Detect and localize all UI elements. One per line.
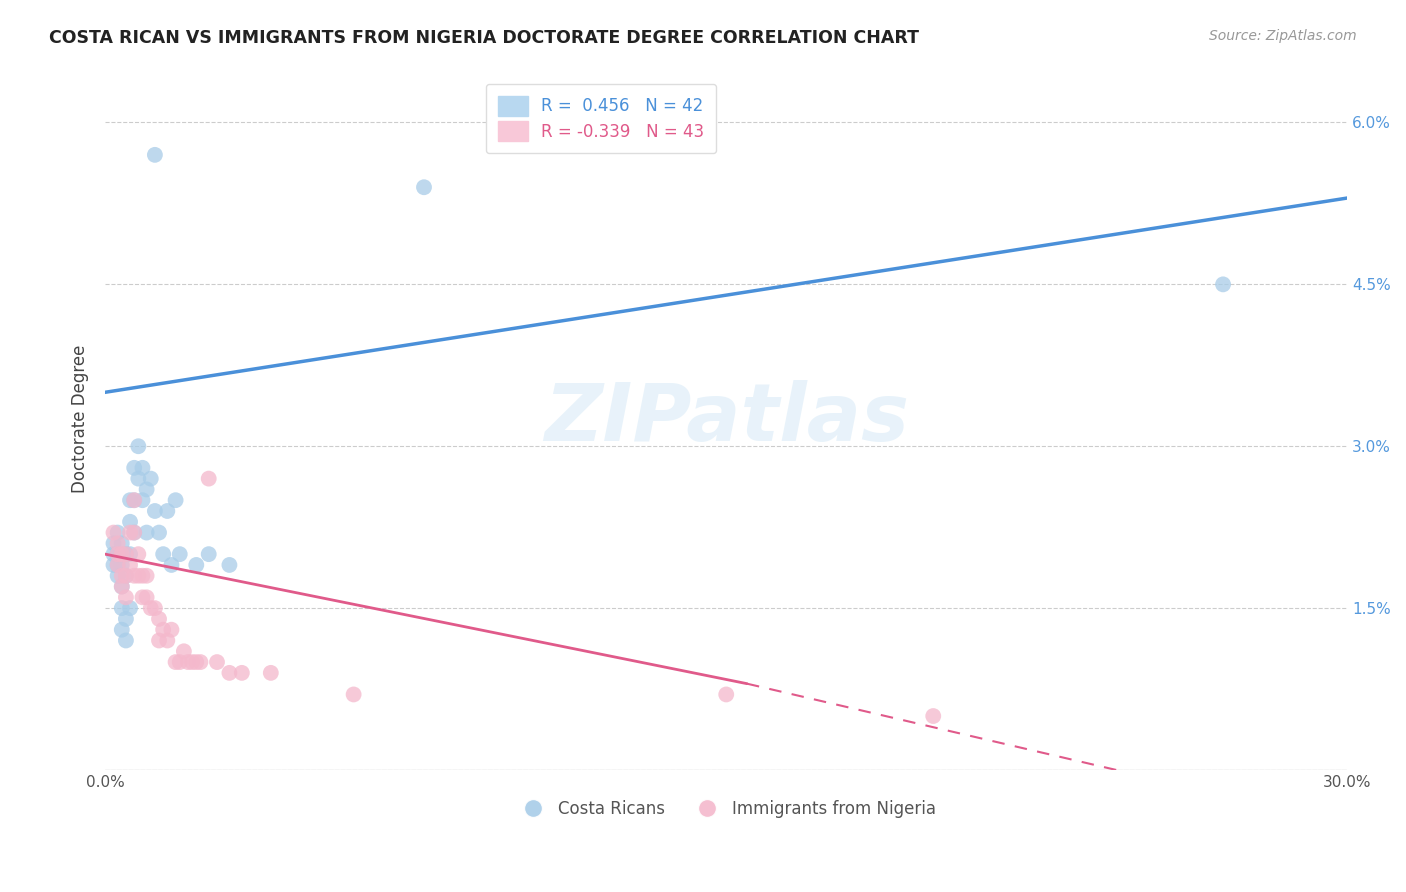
Point (165, 493, 187, 508)
Text: ZIPatlas: ZIPatlas (544, 380, 908, 458)
Point (152, 623, 174, 637)
Point (127, 439, 149, 453)
Point (115, 633, 138, 648)
Point (115, 568, 138, 582)
Point (197, 547, 219, 561)
Point (111, 580, 134, 594)
Point (107, 547, 129, 561)
Point (165, 655, 187, 669)
Point (118, 558, 141, 572)
Y-axis label: Doctorate Degree: Doctorate Degree (72, 345, 89, 493)
Point (111, 580, 134, 594)
Point (122, 525, 145, 540)
Point (107, 568, 129, 582)
Point (181, 655, 204, 669)
Point (122, 460, 145, 475)
Point (118, 493, 141, 508)
Legend: Costa Ricans, Immigrants from Nigeria: Costa Ricans, Immigrants from Nigeria (510, 794, 942, 825)
Point (260, 665, 283, 680)
Point (115, 612, 138, 626)
Text: COSTA RICAN VS IMMIGRANTS FROM NIGERIA DOCTORATE DEGREE CORRELATION CHART: COSTA RICAN VS IMMIGRANTS FROM NIGERIA D… (49, 29, 920, 46)
Point (160, 558, 183, 572)
Point (118, 601, 141, 615)
Point (111, 568, 134, 582)
Point (135, 525, 157, 540)
Point (177, 655, 200, 669)
Point (127, 568, 149, 582)
Point (160, 623, 183, 637)
Point (107, 558, 129, 572)
Point (118, 515, 141, 529)
Point (135, 568, 157, 582)
Point (1212, 277, 1234, 292)
Point (186, 558, 208, 572)
Point (115, 591, 138, 605)
Point (111, 547, 134, 561)
Point (148, 525, 170, 540)
Point (131, 460, 153, 475)
Point (131, 568, 153, 582)
Point (205, 655, 228, 669)
Point (190, 655, 212, 669)
Point (115, 547, 138, 561)
Point (118, 525, 141, 540)
Point (122, 525, 145, 540)
Point (143, 504, 166, 518)
Point (218, 665, 240, 680)
Point (122, 568, 145, 582)
Point (122, 493, 145, 508)
Point (127, 547, 149, 561)
Point (169, 655, 191, 669)
Point (413, 180, 436, 194)
Point (218, 558, 240, 572)
Point (152, 547, 174, 561)
Point (107, 558, 129, 572)
Point (127, 472, 149, 486)
Point (173, 644, 195, 658)
Point (197, 472, 219, 486)
Point (111, 601, 134, 615)
Point (922, 709, 945, 723)
Point (111, 558, 134, 572)
Point (118, 547, 141, 561)
Point (148, 612, 170, 626)
Point (135, 483, 157, 497)
Point (107, 525, 129, 540)
Point (143, 601, 166, 615)
Point (103, 536, 125, 550)
Point (135, 591, 157, 605)
Point (115, 547, 138, 561)
Point (716, 688, 738, 702)
Point (131, 493, 153, 508)
Point (107, 536, 129, 550)
Point (107, 547, 129, 561)
Point (111, 536, 134, 550)
Point (103, 547, 125, 561)
Point (148, 633, 170, 648)
Text: Source: ZipAtlas.com: Source: ZipAtlas.com (1209, 29, 1357, 43)
Point (343, 688, 366, 702)
Point (111, 623, 134, 637)
Point (143, 148, 166, 162)
Point (103, 558, 125, 572)
Point (156, 504, 179, 518)
Point (156, 633, 179, 648)
Point (122, 493, 145, 508)
Point (139, 472, 162, 486)
Point (186, 655, 208, 669)
Point (139, 601, 162, 615)
Point (169, 547, 191, 561)
Point (131, 591, 153, 605)
Point (231, 665, 253, 680)
Point (103, 525, 125, 540)
Point (115, 568, 138, 582)
